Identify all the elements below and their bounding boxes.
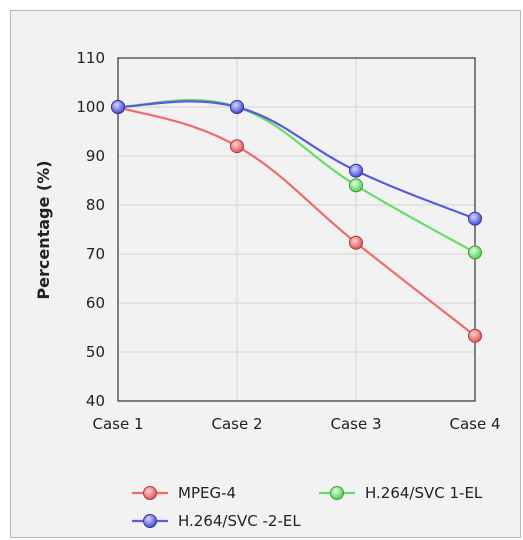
legend-label: MPEG-4	[178, 484, 236, 502]
data-point	[349, 178, 363, 193]
data-point	[230, 139, 244, 154]
x-tick-label: Case 2	[211, 415, 262, 433]
plot-area	[118, 58, 475, 401]
x-tick-label: Case 3	[330, 415, 381, 433]
data-point	[349, 163, 363, 178]
data-point	[468, 328, 482, 343]
legend-marker	[143, 486, 157, 500]
legend-marker	[143, 514, 157, 528]
y-tick-label: 110	[76, 49, 105, 67]
legend-marker	[330, 486, 344, 500]
series-line	[117, 98, 476, 254]
y-tick-label: 100	[76, 98, 105, 116]
y-tick-label: 90	[86, 147, 105, 165]
y-tick-label: 60	[86, 294, 105, 312]
y-tick-label: 80	[86, 196, 105, 214]
x-tick-label: Case 4	[449, 415, 500, 433]
y-tick-label: 50	[86, 343, 105, 361]
plot-border	[117, 57, 476, 402]
series-line	[117, 100, 476, 220]
legend-label: H.264/SVC -2-EL	[178, 512, 301, 530]
data-point	[468, 245, 482, 260]
data-point	[349, 235, 363, 250]
y-tick-label: 40	[86, 392, 105, 410]
data-point	[468, 211, 482, 226]
data-point	[230, 100, 244, 114]
series-line	[117, 105, 476, 337]
y-axis-title: Percentage (%)	[34, 160, 53, 299]
legend-label: H.264/SVC 1-EL	[365, 484, 483, 502]
x-tick-label: Case 1	[92, 415, 143, 433]
data-point	[111, 100, 125, 114]
y-tick-label: 70	[86, 245, 105, 263]
